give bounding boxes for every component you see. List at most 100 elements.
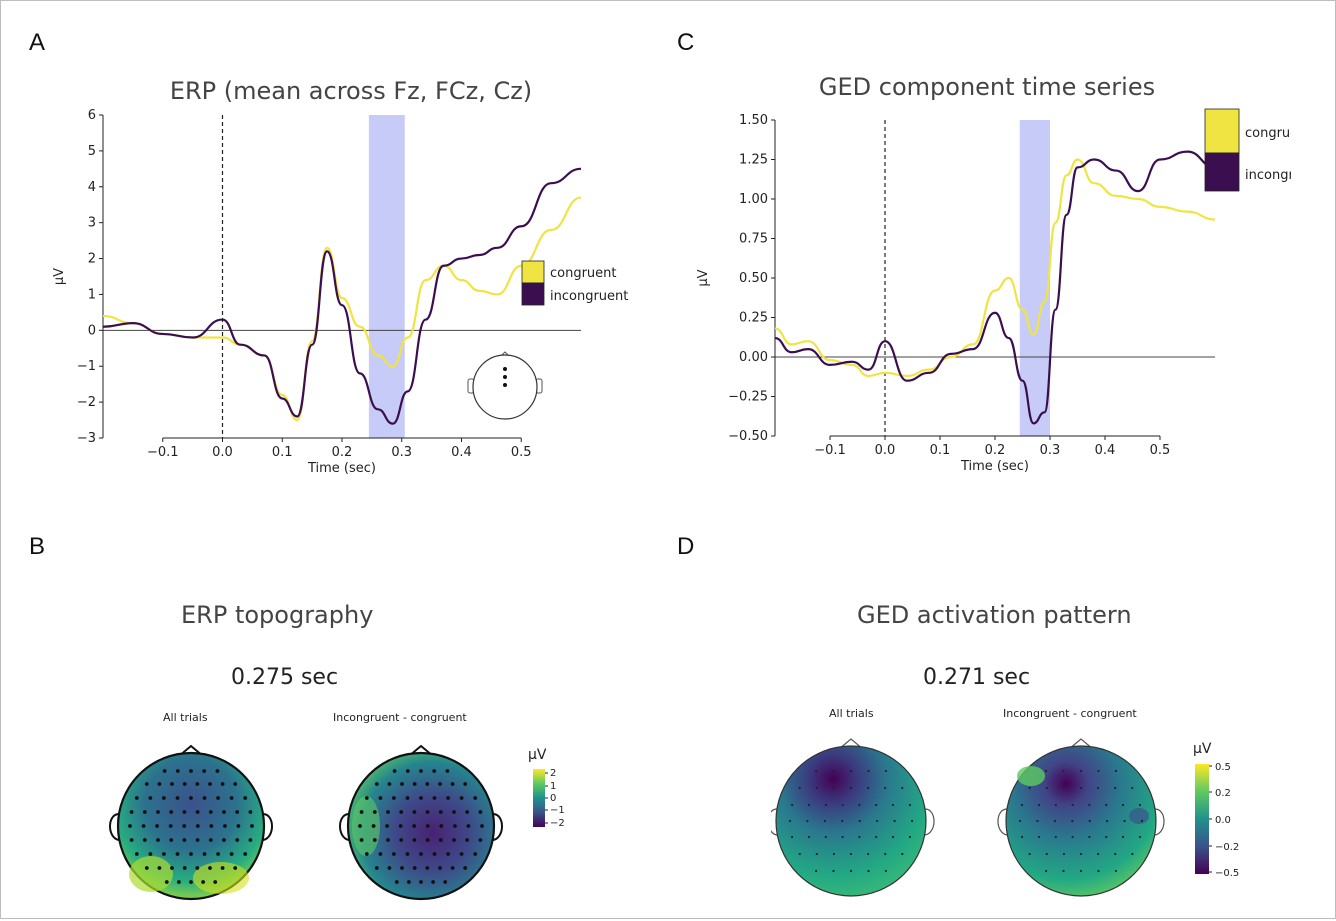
electrode-dot xyxy=(807,835,811,839)
legend-label-congruent: congruent xyxy=(1245,126,1291,141)
electrode-dot xyxy=(884,786,887,790)
electrode-dot xyxy=(815,852,818,856)
electrode-dot xyxy=(400,782,404,786)
y-tick-label: 0 xyxy=(88,323,96,338)
electrode-dot xyxy=(867,852,870,856)
electrode-dot xyxy=(1097,852,1100,856)
legend-label-incongruent: incongruent xyxy=(550,289,628,304)
electrode-dot xyxy=(394,880,399,884)
colorbar-tick: −0.5 xyxy=(1215,868,1239,879)
y-tick-label: 6 xyxy=(88,108,96,123)
electrode-dot xyxy=(806,819,809,823)
electrode-dot xyxy=(1079,852,1083,856)
electrode-dot xyxy=(832,852,835,856)
y-tick-label: 4 xyxy=(88,180,96,195)
electrode-dot xyxy=(215,769,220,773)
electrode-dot xyxy=(229,852,234,856)
erp-topography-time: 0.275 sec xyxy=(231,665,339,690)
electrode-dot xyxy=(824,835,827,839)
electrode-dot xyxy=(1028,786,1031,790)
ged-chart-title: GED component time series xyxy=(819,73,1155,101)
electrode-dot xyxy=(385,824,389,828)
x-tick-label: 0.4 xyxy=(1095,443,1116,458)
electrode-dot xyxy=(452,838,456,842)
colorbar-tick: −0.2 xyxy=(1215,842,1239,853)
y-axis-label: μV xyxy=(696,269,711,286)
electrode-dot xyxy=(129,810,134,814)
x-tick-label: 0.3 xyxy=(1040,443,1061,458)
y-tick-label: −0.50 xyxy=(728,429,768,444)
electrode-dot xyxy=(412,866,417,870)
electrode-dot xyxy=(1140,819,1144,823)
electrode-dot xyxy=(170,782,174,786)
electrode-dot xyxy=(452,810,456,814)
electrode-dot xyxy=(182,824,187,828)
electrode-dot xyxy=(884,852,887,856)
series-line-incongruent xyxy=(102,167,582,425)
electrode-dot xyxy=(466,824,471,828)
electrode-dot xyxy=(1028,852,1031,856)
electrode-dot xyxy=(419,880,423,884)
electrode-dot xyxy=(1018,819,1022,823)
electrode-dot xyxy=(208,782,212,786)
electrode-dot xyxy=(788,819,792,823)
electrode-dot xyxy=(250,824,254,828)
electrode-dot xyxy=(473,852,478,856)
electrode-dot xyxy=(439,824,444,828)
electrode-dot xyxy=(798,786,801,790)
erp-chart-title: ERP (mean across Fz, FCz, Cz) xyxy=(170,77,532,105)
x-tick-label: 0.1 xyxy=(272,445,293,460)
electrode-dot xyxy=(182,810,187,814)
electrode-dot xyxy=(1088,835,1091,839)
electrode-dot xyxy=(1138,835,1141,839)
electrode-dot xyxy=(235,810,240,814)
electrode-dot xyxy=(841,803,844,807)
legend-label-incongruent: incongruent xyxy=(1245,168,1291,183)
topomap-erp-incongruent-congruent xyxy=(339,744,503,901)
panel-letter-a: A xyxy=(29,29,46,56)
topomap-erp-all-trials xyxy=(109,744,273,901)
electrode-dot xyxy=(425,810,430,814)
electrode-dot xyxy=(169,810,174,814)
electrode-dot xyxy=(400,866,404,870)
electrode-dot xyxy=(901,852,904,856)
colorbar-ged: 0.5 0.2 0.0 −0.2 −0.5 xyxy=(1195,762,1239,879)
electrode-dot xyxy=(875,835,878,839)
y-tick-label: −3 xyxy=(77,431,96,446)
electrode-dot xyxy=(438,838,443,842)
electrode-dot xyxy=(235,838,240,842)
electrode-dot xyxy=(208,866,212,870)
legend-swatch-congruent xyxy=(521,260,545,284)
electrode-dot xyxy=(425,838,430,842)
y-tick-label: 0.75 xyxy=(739,232,768,247)
electrode-dot xyxy=(142,838,147,842)
electrode-dot xyxy=(223,824,227,828)
electrode-dot xyxy=(156,838,160,842)
electrode-dot xyxy=(233,866,238,870)
topomap-ged-all-trials xyxy=(771,738,935,897)
electrode-dot xyxy=(399,810,404,814)
electrode-dot xyxy=(1045,786,1048,790)
electrode-dot xyxy=(1054,803,1057,807)
colorbar-tick: 2 xyxy=(550,768,556,779)
electrode-dot xyxy=(148,852,153,856)
electrode-dot xyxy=(1053,819,1056,823)
electrode-dot xyxy=(222,838,226,842)
y-tick-label: −1 xyxy=(77,359,96,374)
electrode-dot xyxy=(459,796,464,800)
panel-letter-c: C xyxy=(677,29,695,56)
electrode-dot xyxy=(202,769,207,773)
electrode-dot xyxy=(419,852,423,856)
electrode-dot xyxy=(378,796,383,800)
electrode-dot xyxy=(412,824,417,828)
electrode-dot xyxy=(884,869,887,873)
electrode-dot xyxy=(1123,819,1126,823)
electrode-dot xyxy=(823,819,826,823)
electrode-dot xyxy=(364,852,369,856)
electrode-dot xyxy=(473,796,478,800)
electrode-dot xyxy=(893,819,896,823)
electrode-dot xyxy=(419,769,423,773)
electrode-dot xyxy=(392,796,396,800)
electrode-dot xyxy=(398,824,403,828)
